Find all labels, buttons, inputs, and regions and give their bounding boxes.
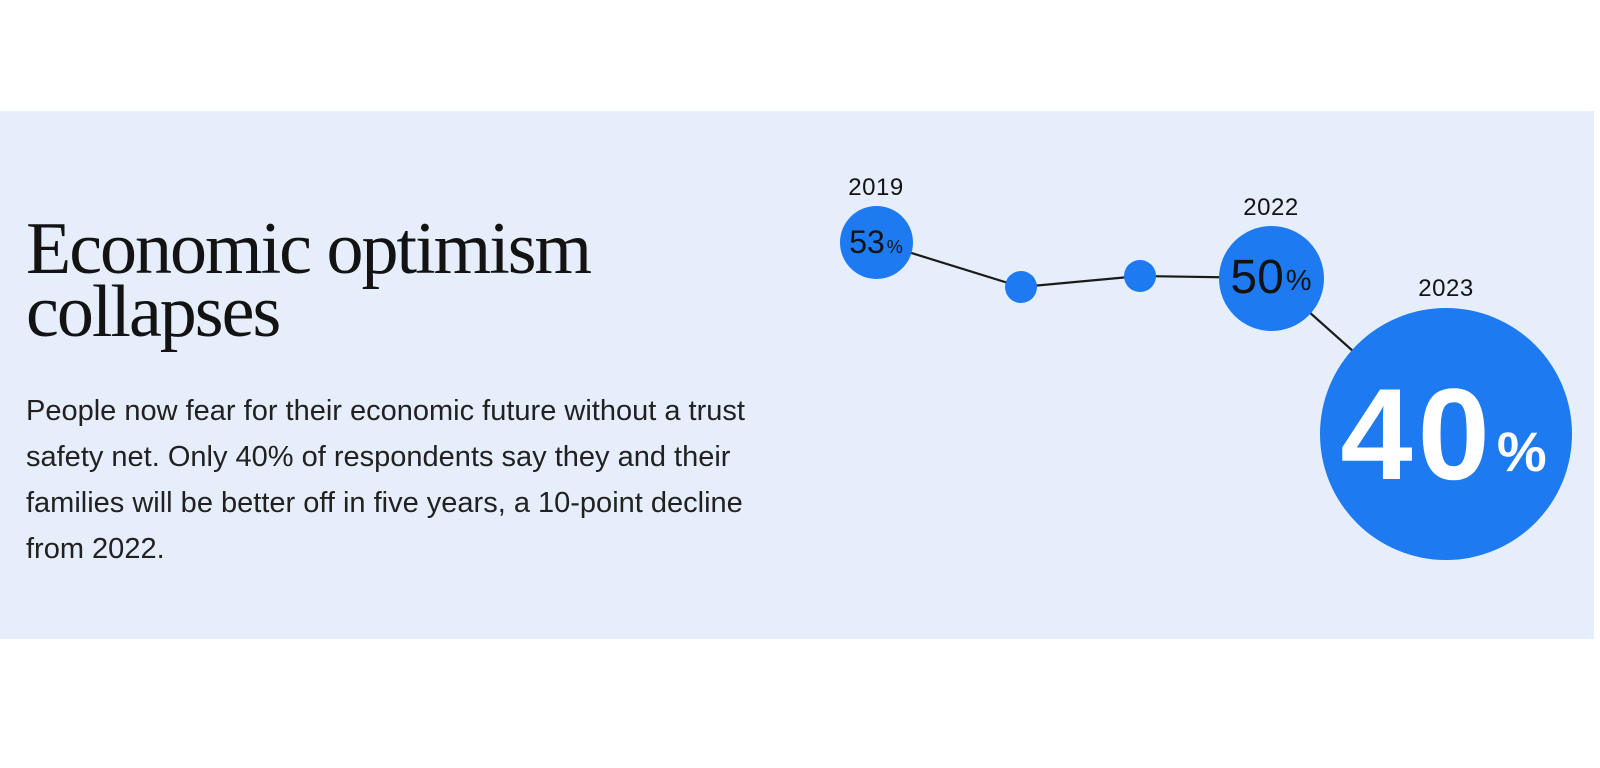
bubble-2019: 53% xyxy=(839,205,913,279)
year-label-2023: 2023 xyxy=(1418,275,1474,302)
intro-paragraph: People now fear for their economic futur… xyxy=(26,388,745,572)
bubble-value-2022: 50 xyxy=(1230,251,1284,304)
intro-paragraph-line: from 2022. xyxy=(26,533,165,565)
intro-paragraph-line: safety net. Only 40% of respondents say … xyxy=(26,441,731,473)
bubble-2023: 40% xyxy=(1320,308,1572,560)
intro-paragraph-line: families will be better off in five year… xyxy=(26,487,743,519)
bubble-2021 xyxy=(1124,260,1156,292)
page-title-line-2: collapses xyxy=(26,270,281,353)
bubble-value-2023: 40 xyxy=(1340,361,1495,507)
percent-sign-2022: % xyxy=(1285,265,1312,297)
page-title-line-1: Economic optimism xyxy=(26,207,592,290)
intro-paragraph-line: People now fear for their economic futur… xyxy=(26,395,745,427)
bubble-2022: 50% xyxy=(1218,225,1324,331)
percent-sign-2023: % xyxy=(1496,420,1552,483)
year-label-2022: 2022 xyxy=(1243,194,1299,221)
percent-sign-2019: % xyxy=(886,237,903,257)
page-title: Economic optimism collapses xyxy=(26,207,592,353)
bubble-value-2019: 53 xyxy=(849,224,885,260)
year-label-2019: 2019 xyxy=(848,174,904,201)
bubble-2020 xyxy=(1005,271,1037,303)
